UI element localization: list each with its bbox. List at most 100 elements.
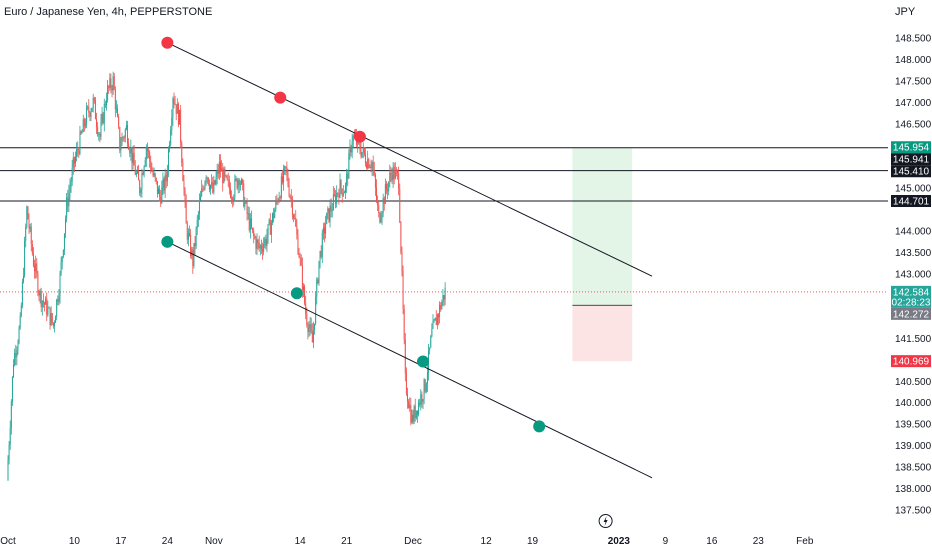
candle-body [343, 193, 344, 196]
candle-body [313, 330, 314, 343]
candle-body [131, 148, 132, 163]
candle-body [423, 399, 424, 401]
candle-body [22, 282, 23, 306]
candle-body [318, 261, 319, 283]
candle-body [50, 308, 51, 325]
candle-body [392, 175, 393, 180]
candle-body [270, 220, 271, 235]
candle-body [379, 213, 380, 222]
candle-body [25, 227, 26, 241]
y-axis: 137.500138.000138.500139.000139.500140.0… [895, 34, 932, 517]
price-tag-label: 145.410 [893, 167, 930, 178]
candle-body [311, 324, 312, 331]
candle-body [116, 108, 117, 109]
candle-body [66, 198, 67, 219]
candle-body [159, 189, 160, 197]
x-tick-label: 10 [69, 536, 81, 547]
candle-body [444, 295, 445, 299]
candle-body [54, 323, 55, 326]
candle-body [383, 198, 384, 213]
candle-body [105, 104, 106, 105]
candle-body [208, 178, 209, 185]
candle-body [410, 405, 411, 423]
candle-body [325, 224, 326, 234]
candle-body [347, 174, 348, 179]
candle-body [154, 173, 155, 175]
candle-body [291, 197, 292, 200]
candle-body [429, 347, 430, 350]
candle-body [174, 99, 175, 103]
candle-body [85, 125, 86, 126]
candle-body [200, 196, 201, 200]
candle-body [191, 250, 192, 256]
candle-body [220, 162, 221, 172]
candle-body [84, 119, 85, 126]
candle-body [197, 220, 198, 228]
candle-body [244, 202, 245, 206]
candle-body [314, 324, 315, 330]
candle-body [385, 184, 386, 204]
candle-body [301, 258, 302, 265]
candle-body [399, 189, 400, 222]
candle-body [9, 445, 10, 460]
candle-body [255, 238, 256, 248]
candle-body [204, 182, 205, 190]
candle-body [207, 177, 208, 178]
swing-high-marker [274, 92, 286, 104]
candle-body [146, 147, 147, 160]
candle-body [307, 325, 308, 332]
candle-body [287, 173, 288, 185]
candle-body [434, 320, 435, 321]
candle-body [150, 161, 151, 170]
y-tick-label: 148.500 [895, 34, 932, 45]
candle-body [31, 227, 32, 244]
candle-body [183, 181, 184, 190]
candle-body [156, 178, 157, 181]
candle-body [432, 321, 433, 328]
candle-body [303, 286, 304, 290]
candle-body [317, 279, 318, 283]
candle-body [219, 162, 220, 174]
candle-body [328, 208, 329, 221]
y-tick-label: 143.000 [895, 270, 932, 281]
candle-body [321, 251, 322, 257]
candle-body [384, 198, 385, 204]
candle-body [13, 365, 14, 377]
candle-body [251, 218, 252, 227]
candle-body [280, 197, 281, 198]
candle-body [43, 301, 44, 303]
candle-body [282, 176, 283, 182]
candle-body [68, 192, 69, 206]
y-tick-label: 148.000 [895, 55, 932, 66]
candle-body [340, 180, 341, 197]
candle-body [75, 157, 76, 164]
candle-body [147, 147, 148, 151]
candle-body [155, 173, 156, 178]
candle-body [315, 297, 316, 324]
candle-body [124, 137, 125, 138]
candle-body [12, 377, 13, 402]
y-tick-label: 143.500 [895, 248, 932, 259]
candle-body [216, 177, 217, 184]
candle-body [312, 332, 313, 343]
x-tick-label: 14 [295, 536, 307, 547]
candle-body [243, 183, 244, 206]
candle-body [335, 195, 336, 204]
candle-body [181, 143, 182, 163]
swing-high-marker [354, 131, 366, 143]
candle-body [294, 218, 295, 219]
candle-body [390, 173, 391, 175]
candle-body [42, 301, 43, 307]
candle-body [179, 110, 180, 125]
candle-body [51, 313, 52, 325]
candle-body [293, 215, 294, 218]
candle-body [322, 233, 323, 257]
candle-body [37, 274, 38, 294]
candle-body [426, 384, 427, 392]
candle-body [394, 167, 395, 179]
swing-low-marker [291, 287, 303, 299]
candle-body [211, 182, 212, 185]
candle-body [186, 200, 187, 223]
candle-body [279, 197, 280, 202]
